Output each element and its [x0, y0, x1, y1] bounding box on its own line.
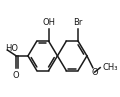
- Text: CH₃: CH₃: [102, 63, 118, 72]
- Text: OH: OH: [42, 18, 55, 27]
- Text: O: O: [91, 68, 98, 77]
- Text: Br: Br: [73, 18, 83, 27]
- Text: HO: HO: [5, 44, 18, 53]
- Text: O: O: [13, 71, 19, 80]
